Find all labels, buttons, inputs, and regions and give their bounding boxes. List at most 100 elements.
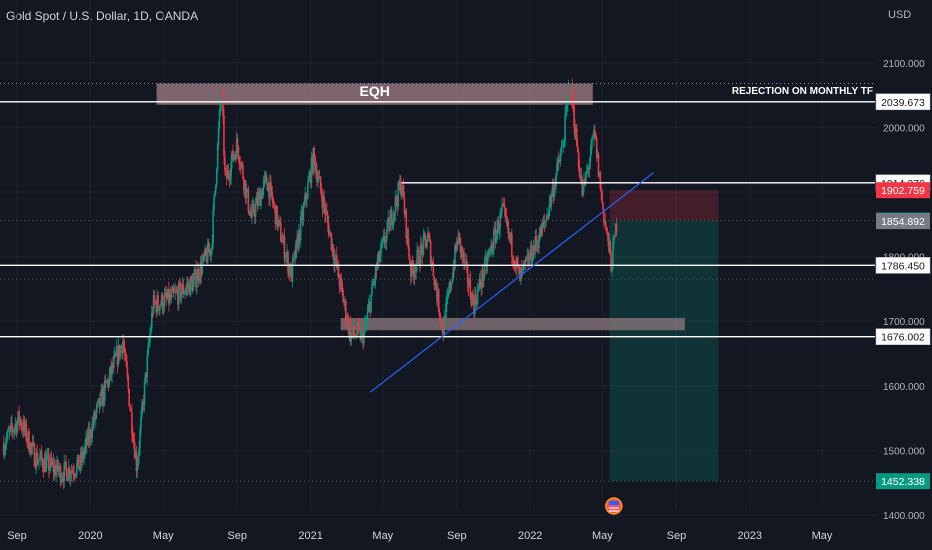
event-marker[interactable] — [605, 497, 623, 515]
price-tag: 1854.892 — [876, 213, 930, 230]
candle-body — [540, 223, 543, 237]
candle-body — [119, 346, 121, 358]
trendline[interactable] — [369, 172, 654, 393]
candle-body — [329, 231, 332, 234]
candle-body — [541, 223, 544, 227]
candle-body — [380, 244, 382, 256]
candle-body — [285, 255, 288, 258]
candle-body — [73, 473, 75, 476]
candle-body — [539, 227, 542, 237]
candle-body — [560, 146, 563, 154]
candle-body — [418, 249, 420, 265]
candle-body — [100, 390, 103, 394]
level-tag-bg — [875, 328, 931, 346]
candle-body — [485, 256, 488, 268]
candle-body — [450, 283, 453, 289]
candle-body — [390, 210, 392, 218]
candle-body — [122, 341, 125, 349]
candle-body — [476, 289, 479, 305]
y-tick-label: 1500.000 — [883, 446, 925, 457]
candle-body — [28, 431, 30, 452]
candle-body — [280, 241, 283, 243]
candle-body — [39, 456, 41, 460]
candle-body — [440, 320, 443, 323]
candle-body — [210, 248, 213, 256]
candle-body — [228, 176, 231, 179]
candle-body — [242, 164, 244, 179]
candle-body — [42, 467, 45, 472]
x-tick-label: 2021 — [298, 530, 322, 542]
candle-body — [176, 291, 178, 293]
candle-body — [363, 331, 365, 344]
candle-body — [516, 257, 519, 264]
candle-body — [174, 291, 177, 293]
candle-body — [180, 292, 183, 299]
candle-body — [318, 176, 321, 178]
candle-body — [182, 284, 185, 295]
candle-body — [240, 163, 242, 167]
candle-body — [211, 243, 214, 249]
candle-body — [125, 355, 128, 367]
candle-body — [231, 150, 233, 162]
candle-body — [25, 423, 28, 441]
y-tick-label: 2100.000 — [883, 59, 925, 70]
candle-body — [30, 443, 33, 447]
rejection-label: REJECTION ON MONTHLY TF — [732, 86, 873, 97]
candle-body — [67, 478, 69, 481]
candle-body — [548, 209, 550, 218]
zone-demand[interactable] — [340, 317, 685, 331]
candle-body — [14, 423, 17, 428]
candle-body — [344, 300, 346, 304]
candle-body — [122, 341, 124, 354]
candle-body — [328, 231, 331, 236]
candle-body — [596, 153, 599, 159]
position-risk-zone[interactable] — [609, 190, 719, 221]
candle-body — [372, 281, 375, 286]
level-tag: 1676.002 — [875, 328, 931, 346]
candle-body — [120, 345, 122, 347]
candle-body — [586, 167, 589, 171]
candle-body — [595, 138, 598, 159]
candle-body — [612, 243, 614, 270]
candle-body — [206, 243, 209, 263]
candle-body — [538, 240, 540, 248]
candle-body — [579, 175, 582, 177]
candle-body — [67, 467, 70, 479]
candle-body — [354, 334, 356, 336]
candle-body — [151, 312, 154, 314]
candle-body — [91, 423, 94, 438]
candle-body — [113, 357, 115, 368]
candle-body — [320, 188, 323, 197]
candle-body — [455, 245, 457, 251]
candle-body — [226, 170, 229, 179]
zone-EQH[interactable] — [156, 83, 593, 105]
candle-body — [528, 255, 530, 265]
candle-body — [133, 441, 136, 459]
candle-body — [114, 353, 117, 356]
candle-body — [135, 452, 138, 472]
candle-body — [145, 372, 148, 378]
candle-body — [70, 470, 73, 475]
candle-body — [342, 290, 344, 303]
candle-body — [177, 291, 179, 305]
candle-body — [309, 172, 312, 184]
candle-body — [202, 254, 205, 263]
candle-body — [561, 145, 564, 147]
candle-body — [558, 161, 561, 163]
candle-body — [407, 228, 409, 246]
candle-body — [156, 295, 158, 313]
candle-body — [68, 467, 71, 478]
candle-body — [546, 214, 548, 220]
candle-body — [477, 287, 480, 290]
candle-body — [153, 295, 156, 303]
candle-body — [33, 444, 36, 467]
candle-body — [575, 128, 577, 139]
candle-body — [233, 156, 235, 161]
candle-body — [526, 255, 528, 259]
candle-body — [529, 255, 531, 259]
position-reward-zone[interactable] — [609, 220, 719, 482]
candle-body — [415, 263, 417, 273]
candle-body — [155, 302, 158, 313]
candle-body — [247, 188, 250, 211]
